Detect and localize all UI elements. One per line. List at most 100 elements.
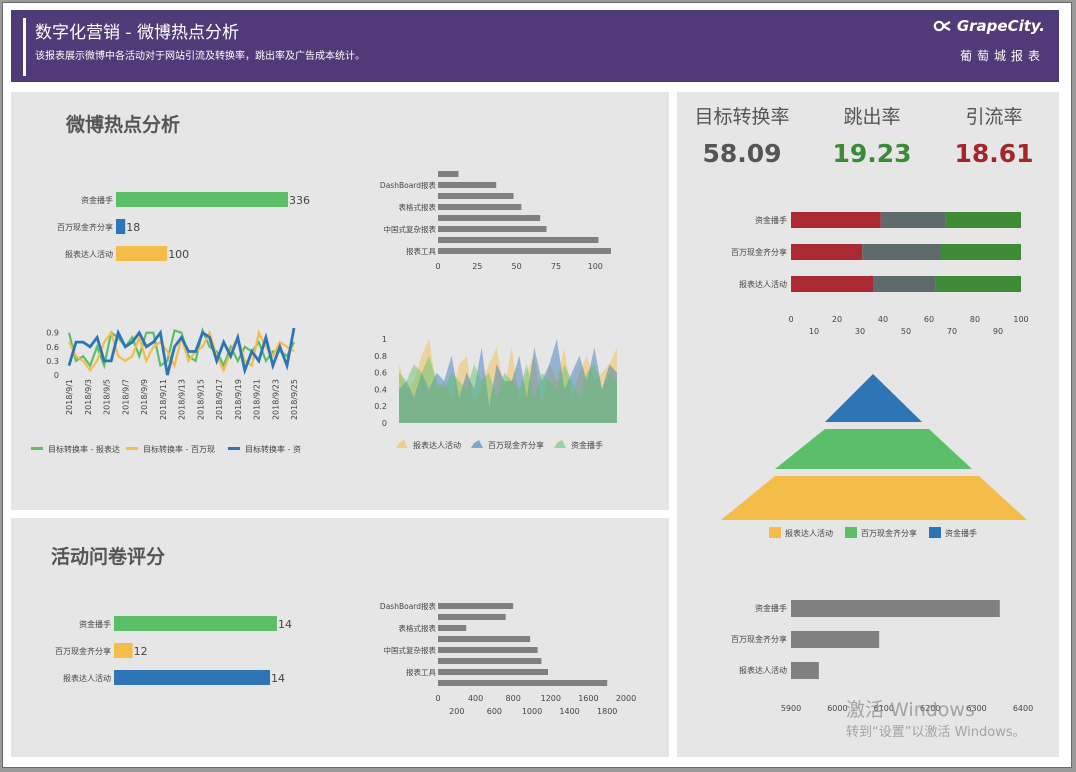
- pyramid-chart: 报表达人活动 百万现金齐分享 资金播手: [721, 374, 1027, 538]
- kpi-traffic-value: 18.61: [954, 139, 1034, 168]
- x-tick-label: 6400: [1013, 704, 1033, 713]
- gray-bar-label: 表格式报表: [399, 202, 437, 212]
- cost-bar: [791, 600, 1000, 617]
- stacked-segment: [880, 212, 946, 228]
- weibo-bar-label: 报表达人活动: [65, 249, 113, 259]
- gray-bar: [438, 636, 531, 642]
- survey-panel-title: 活动问卷评分: [51, 546, 166, 568]
- kpi-traffic-label: 引流率: [965, 106, 1023, 128]
- survey-bar-value: 12: [134, 645, 148, 658]
- x-tick-label: 25: [472, 262, 482, 271]
- grapecity-logo: GrapeCity.: [933, 17, 1045, 35]
- x-tick-label: 2018/9/17: [215, 379, 224, 420]
- stacked-segment: [862, 244, 941, 260]
- gray-bar-label: 中国式复杂报表: [384, 224, 437, 234]
- survey-bar-value: 14: [271, 672, 285, 685]
- legend-label: 目标转换率 - 资: [245, 444, 301, 454]
- legend-label: 目标转换率 - 百万现: [143, 444, 215, 454]
- gray-bar: [438, 603, 514, 609]
- header-accent-bar: [23, 18, 26, 76]
- legend-swatch: [845, 527, 857, 538]
- grape-logo-icon: [933, 20, 951, 32]
- x-tick-label: 100: [1013, 315, 1028, 324]
- area-series: [399, 339, 617, 423]
- x-tick-label: 2018/9/9: [140, 379, 149, 415]
- kpi-conversion: 目标转换率 58.09: [677, 102, 807, 168]
- x-tick-label: 2018/9/21: [253, 379, 262, 420]
- y-tick-label: 0.2: [374, 402, 387, 411]
- y-tick-label: 0.8: [374, 352, 387, 361]
- x-tick-label: 100: [588, 262, 603, 271]
- survey-bar-value: 14: [278, 618, 292, 631]
- gray-bar: [438, 226, 547, 232]
- stacked-segment: [791, 276, 874, 292]
- x-tick-label: 70: [947, 327, 957, 336]
- legend-swatch: [126, 447, 138, 450]
- pyramid-level: [721, 476, 1027, 520]
- gray-bar: [438, 658, 542, 664]
- x-tick-label: 1400: [559, 707, 579, 716]
- x-tick-label: 50: [512, 262, 522, 271]
- gray-bar: [438, 204, 522, 210]
- legend-swatch: [554, 440, 566, 448]
- gray-bar: [438, 614, 506, 620]
- legend-label: 报表达人活动: [413, 440, 461, 450]
- x-tick-label: 6000: [827, 704, 847, 713]
- legend-swatch: [396, 440, 408, 448]
- stacked-bar-label: 百万现金齐分享: [731, 247, 787, 257]
- weibo-bar-label: 资金播手: [81, 195, 113, 205]
- legend-swatch: [31, 447, 43, 450]
- x-tick-label: 80: [970, 315, 980, 324]
- cost-bar: [791, 662, 819, 679]
- x-tick-label: 10: [809, 327, 819, 336]
- y-tick-label: 0.3: [46, 357, 59, 366]
- x-tick-label: 40: [878, 315, 888, 324]
- legend-label: 资金播手: [945, 528, 977, 538]
- report-header: 数字化营销 - 微博热点分析 该报表展示微博中各活动对于网站引流及转换率，跳出率…: [11, 10, 1059, 82]
- weibo-panel-title: 微博热点分析: [66, 114, 181, 136]
- activation-watermark-hint: 转到“设置”以激活 Windows。: [846, 725, 1026, 740]
- y-tick-label: 0.4: [374, 385, 387, 394]
- weibo-bar-value: 18: [126, 221, 140, 234]
- gray-bar: [438, 625, 467, 631]
- x-tick-label: 2018/9/1: [65, 379, 74, 415]
- area-series: [399, 339, 617, 423]
- pyramid-level: [825, 374, 922, 422]
- x-tick-label: 2018/9/11: [159, 379, 168, 420]
- x-tick-label: 1000: [522, 707, 542, 716]
- y-tick-label: 0.6: [374, 369, 387, 378]
- gray-bar: [438, 647, 538, 653]
- cost-bar-label: 资金播手: [755, 603, 787, 613]
- gray-bar-label: 表格式报表: [399, 623, 437, 633]
- kpi-bounce-label: 跳出率: [843, 106, 901, 128]
- x-tick-label: 0: [435, 694, 440, 703]
- gray-bar-label: 报表工具: [406, 246, 436, 256]
- survey-bar-label: 报表达人活动: [63, 673, 111, 683]
- stacked-segment: [791, 244, 863, 260]
- stacked-bar-label: 报表达人活动: [739, 279, 787, 289]
- x-tick-label: 6100: [874, 704, 894, 713]
- gray-bar: [438, 680, 608, 686]
- gray-bar: [438, 193, 514, 199]
- survey-bar: [114, 643, 133, 658]
- legend-label: 百万现金齐分享: [488, 440, 544, 450]
- survey-panel: 活动问卷评分 资金播手 14 百万现金齐分享 12 报表达人活动 14 DashBoard…: [11, 518, 669, 757]
- gray-bar-label: DashBoard报表: [380, 601, 437, 611]
- weibo-bar-label: 百万现金齐分享: [57, 222, 113, 232]
- report-title: 数字化营销 - 微博热点分析: [35, 23, 239, 43]
- survey-bar: [114, 670, 271, 685]
- line-series: [67, 327, 296, 376]
- x-tick-label: 800: [506, 694, 521, 703]
- logo-subtext: 葡萄城报表: [959, 49, 1045, 63]
- survey-bar-chart: 资金播手 14 百万现金齐分享 12 报表达人活动 14: [55, 616, 292, 685]
- x-tick-label: 2018/9/13: [178, 379, 187, 420]
- kpi-conversion-label: 目标转换率: [694, 106, 790, 128]
- survey-bar-label: 资金播手: [79, 619, 111, 629]
- x-tick-label: 1800: [597, 707, 617, 716]
- x-tick-label: 0: [788, 315, 793, 324]
- x-tick-label: 2018/9/25: [290, 379, 299, 420]
- x-tick-label: 400: [468, 694, 483, 703]
